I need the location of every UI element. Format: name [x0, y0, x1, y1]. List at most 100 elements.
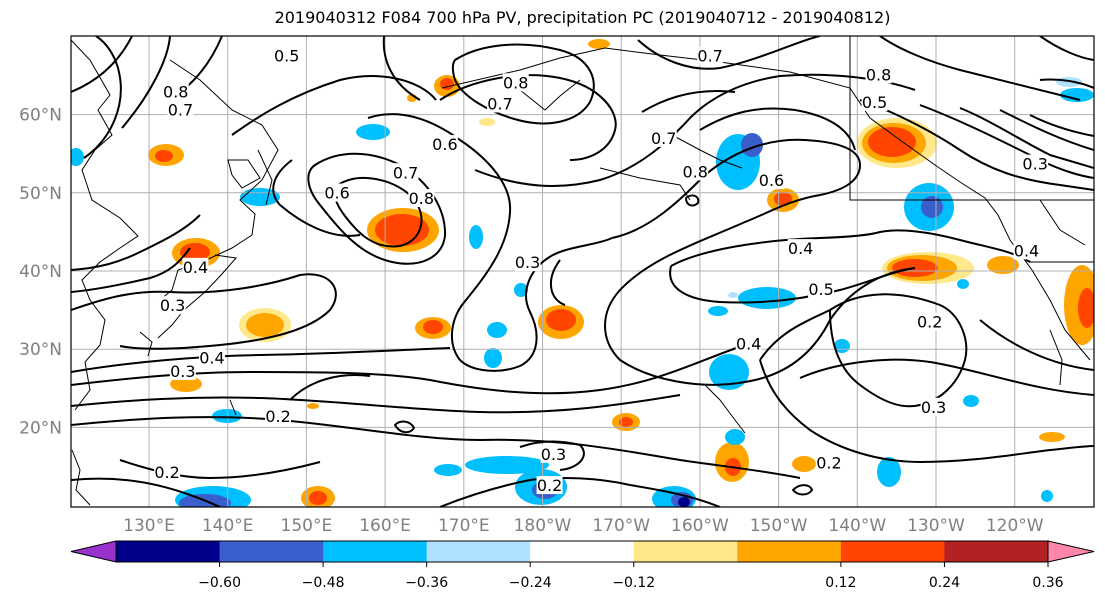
- contour-label: 0.8: [163, 83, 188, 102]
- contour-label: 0.4: [1014, 241, 1039, 260]
- colorbar-tick-label: −0.60: [198, 575, 241, 591]
- contour-label-bg: [159, 296, 186, 315]
- contour-label: 0.5: [862, 93, 887, 112]
- contour-label-bg: [487, 94, 514, 113]
- contour-label-bg: [1022, 154, 1049, 173]
- colorbar: [70, 540, 1095, 563]
- colorbar-bin: [633, 541, 738, 562]
- pv-contours: [71, 36, 1094, 507]
- colorbar-bin: [116, 541, 221, 562]
- contour-label-bg: [198, 348, 225, 367]
- y-tick-label: 50°N: [19, 184, 62, 204]
- contour-label-bg: [650, 128, 677, 147]
- contour-label: 0.2: [537, 476, 562, 495]
- contour-label-bg: [514, 253, 541, 272]
- colorbar-bin: [944, 541, 1049, 562]
- contour-label: 0.5: [808, 280, 833, 299]
- contour-label-bg: [431, 135, 458, 154]
- x-tick-label: 150°E: [281, 516, 333, 536]
- y-tick-label: 60°N: [19, 106, 62, 126]
- y-tick-label: 20°N: [19, 418, 62, 438]
- x-tick-label: 130°W: [907, 516, 965, 536]
- contour-label: 0.7: [487, 94, 512, 113]
- contour-label-bg: [787, 239, 814, 258]
- contour-label-bg: [265, 407, 292, 426]
- x-tick-label: 130°E: [123, 516, 175, 536]
- x-tick-label: 170°W: [592, 516, 650, 536]
- x-tick-label: 160°E: [359, 516, 411, 536]
- contour-label: 0.3: [541, 445, 566, 464]
- x-tick-label: 150°W: [750, 516, 808, 536]
- colorbar-bin: [840, 541, 945, 562]
- contour-label-bg: [169, 361, 196, 380]
- contour-label: 0.8: [503, 73, 528, 92]
- contour-label-bg: [808, 279, 835, 298]
- contour-label-bg: [1013, 241, 1040, 260]
- colorbar-bin: [530, 541, 635, 562]
- x-tick-label: 160°W: [671, 516, 729, 536]
- contour-label: 0.3: [921, 398, 946, 417]
- contour-label-bg: [865, 65, 892, 84]
- contour-label: 0.4: [183, 258, 208, 277]
- colorbar-extend-right: [1047, 540, 1095, 563]
- contour-label: 0.6: [759, 171, 784, 190]
- contour-label: 0.7: [168, 101, 193, 120]
- colorbar-bin: [426, 541, 531, 562]
- contour-label-bg: [408, 189, 435, 208]
- contour-label-bg: [502, 73, 529, 92]
- contour-label: 0.4: [199, 349, 224, 368]
- colorbar-tick-label: −0.48: [302, 575, 345, 591]
- contour-label: 0.8: [409, 189, 434, 208]
- colorbar-frame: [115, 540, 1049, 563]
- contour-label-bg: [540, 444, 567, 463]
- x-tick-label: 170°E: [438, 516, 490, 536]
- contour-label: 0.6: [324, 184, 349, 203]
- contour-labels: 0.80.70.50.80.70.60.70.80.60.70.70.80.80…: [154, 46, 1049, 495]
- contour-label: 0.3: [1022, 155, 1047, 174]
- contour-label-bg: [536, 476, 563, 495]
- contour-label-bg: [162, 82, 189, 101]
- contour-label: 0.5: [274, 47, 299, 66]
- colorbar-tick-label: −0.36: [405, 575, 448, 591]
- map-frame: [70, 35, 1095, 508]
- longitude-tick-labels: 130°E 140°E 150°E 160°E 170°E 180°W 170°W 160°W…: [123, 516, 1044, 536]
- contour-label-bg: [861, 92, 888, 111]
- contour-label: 0.3: [515, 253, 540, 272]
- colorbar-bin: [323, 541, 428, 562]
- y-tick-label: 30°N: [19, 340, 62, 360]
- contour-label: 0.8: [682, 162, 707, 181]
- x-tick-label: 140°E: [202, 516, 254, 536]
- contour-label: 0.4: [788, 239, 813, 258]
- contour-label-bg: [697, 46, 724, 65]
- contour-label: 0.2: [154, 463, 179, 482]
- contour-label: 0.2: [265, 407, 290, 426]
- contour-label-bg: [167, 100, 194, 119]
- contour-label: 0.6: [432, 135, 457, 154]
- precip-negative-anomalies: [71, 77, 1094, 507]
- colorbar-tick-label: −0.24: [509, 575, 552, 591]
- contour-label: 0.2: [816, 453, 841, 472]
- y-tick-label: 40°N: [19, 262, 62, 282]
- precip-positive-anomalies: [148, 39, 1094, 507]
- contour-label: 0.7: [393, 163, 418, 182]
- contour-label-bg: [758, 171, 785, 190]
- contour-label-bg: [182, 257, 209, 276]
- contour-label: 0.2: [917, 313, 942, 332]
- contour-label-bg: [392, 163, 419, 182]
- contour-label-bg: [920, 397, 947, 416]
- contour-label: 0.7: [697, 47, 722, 66]
- contour-label: 0.4: [736, 335, 761, 354]
- contour-label-bg: [324, 183, 351, 202]
- colorbar-tick-label: −0.12: [612, 575, 655, 591]
- latitude-tick-labels: 20°N 30°N 40°N 50°N 60°N: [19, 106, 62, 439]
- chart-title: 2019040312 F084 700 hPa PV, precipitatio…: [274, 8, 891, 27]
- contour-label-bg: [735, 334, 762, 353]
- colorbar-tick-label: 0.24: [929, 575, 960, 591]
- contour-label-bg: [682, 162, 709, 181]
- contour-label: 0.3: [170, 362, 195, 381]
- contour-label-bg: [916, 312, 943, 331]
- contour-label: 0.3: [160, 296, 185, 315]
- x-tick-label: 120°W: [986, 516, 1044, 536]
- colorbar-tick-labels: −0.60−0.48−0.36−0.24−0.120.120.240.360.4…: [198, 562, 1064, 591]
